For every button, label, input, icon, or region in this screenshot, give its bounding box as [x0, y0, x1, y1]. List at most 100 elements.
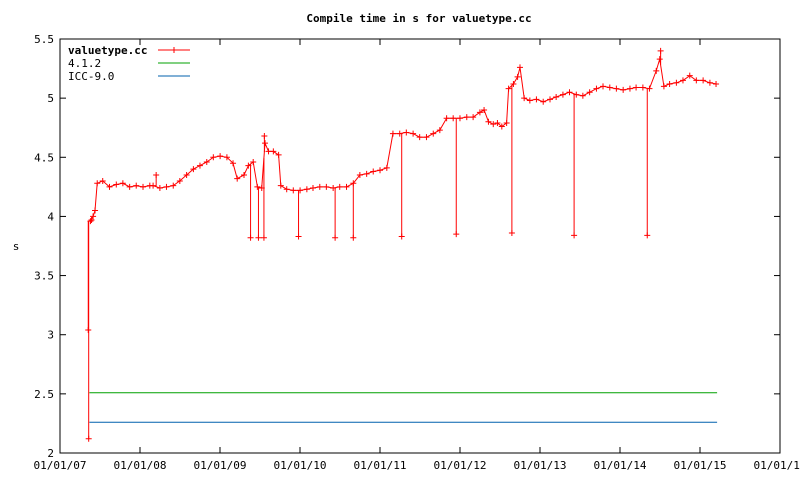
dip-point	[255, 234, 262, 241]
y-tick-label: 5	[47, 92, 54, 105]
y-tick-label: 2.5	[34, 388, 54, 401]
x-tick-label: 01/01/11	[354, 459, 407, 472]
data-point	[283, 186, 290, 193]
data-point	[277, 182, 284, 189]
data-point	[481, 106, 488, 113]
data-point	[476, 109, 483, 116]
data-point	[234, 175, 241, 182]
y-tick-label: 4.5	[34, 151, 54, 164]
data-point	[600, 83, 607, 90]
data-point	[553, 93, 560, 100]
data-point	[633, 84, 640, 91]
data-point	[626, 85, 633, 92]
dip-point	[350, 234, 357, 241]
data-point	[410, 130, 417, 137]
dip-point	[247, 234, 254, 241]
data-point	[323, 183, 330, 190]
data-point	[503, 119, 510, 126]
data-point	[290, 187, 297, 194]
data-point	[389, 130, 396, 137]
x-tick-label: 01/01/12	[434, 459, 487, 472]
data-point	[679, 77, 686, 84]
data-point	[547, 96, 554, 103]
data-point	[250, 159, 257, 166]
legend-label: valuetype.cc	[68, 44, 147, 57]
data-point	[660, 83, 667, 90]
spike-point	[657, 47, 664, 54]
data-point	[423, 134, 430, 141]
x-tick-label: 01/01/09	[194, 459, 247, 472]
dip-point	[453, 231, 460, 238]
axes: 2 2.5 3 3.5 4 4.5 5 5.5 01/01/07 01/01/08 01/01/09…	[34, 33, 800, 472]
data-point	[230, 160, 237, 167]
data-point	[196, 162, 203, 169]
data-point	[514, 73, 521, 80]
x-tick-label: 01/01/14	[594, 459, 647, 472]
data-point	[653, 67, 660, 74]
y-tick-label: 5.5	[34, 33, 54, 46]
x-tick-label: 01/01/10	[274, 459, 327, 472]
x-tick-label: 01/01/08	[114, 459, 167, 472]
data-point	[262, 140, 269, 147]
data-point	[254, 183, 261, 190]
data-point	[92, 207, 99, 214]
x-tick-label: 01/01/13	[514, 459, 567, 472]
data-point	[183, 172, 190, 179]
data-point	[416, 134, 423, 141]
dip-point	[85, 435, 92, 442]
dip-point	[644, 232, 651, 239]
dip-point	[295, 233, 302, 240]
data-point	[656, 56, 663, 63]
chart-title: Compile time in s for valuetype.cc	[306, 12, 531, 25]
data-point	[620, 86, 627, 93]
data-point	[150, 182, 157, 189]
data-point	[316, 183, 323, 190]
data-point	[270, 148, 277, 155]
data-point	[693, 77, 700, 84]
data-point	[470, 114, 477, 121]
data-point	[99, 177, 106, 184]
data-point	[126, 183, 133, 190]
legend-label: 4.1.2	[68, 57, 101, 70]
data-point	[533, 96, 540, 103]
data-point	[383, 164, 390, 171]
data-point	[140, 183, 147, 190]
spike-point	[261, 132, 268, 139]
data-point	[521, 95, 528, 102]
data-point	[706, 79, 713, 86]
data-point	[686, 72, 693, 79]
data-point	[498, 123, 505, 130]
spike-point	[153, 172, 160, 179]
data-point	[700, 77, 707, 84]
plot-area	[85, 47, 720, 442]
data-point	[217, 153, 224, 160]
data-point	[94, 180, 101, 187]
data-point	[485, 118, 492, 125]
x-tick-label: 01/01/15	[674, 459, 727, 472]
data-point	[490, 121, 497, 128]
data-point	[456, 115, 463, 122]
data-point	[430, 130, 437, 137]
data-point	[593, 85, 600, 92]
data-point	[170, 182, 177, 189]
data-point	[176, 177, 183, 184]
data-point	[505, 85, 512, 92]
data-point	[516, 64, 523, 71]
x-tick-label: 01/01/16	[754, 459, 800, 472]
data-point	[613, 85, 620, 92]
data-point	[436, 127, 443, 134]
data-point	[606, 84, 613, 91]
legend-label: ICC-9.0	[68, 70, 114, 83]
data-point	[106, 183, 113, 190]
data-point	[510, 80, 517, 87]
data-point	[113, 181, 120, 188]
data-point	[403, 129, 410, 136]
y-tick-label: 3.5	[34, 270, 54, 283]
data-point	[309, 185, 316, 192]
dip-point	[332, 234, 339, 241]
data-point	[210, 154, 217, 161]
data-point	[639, 84, 646, 91]
